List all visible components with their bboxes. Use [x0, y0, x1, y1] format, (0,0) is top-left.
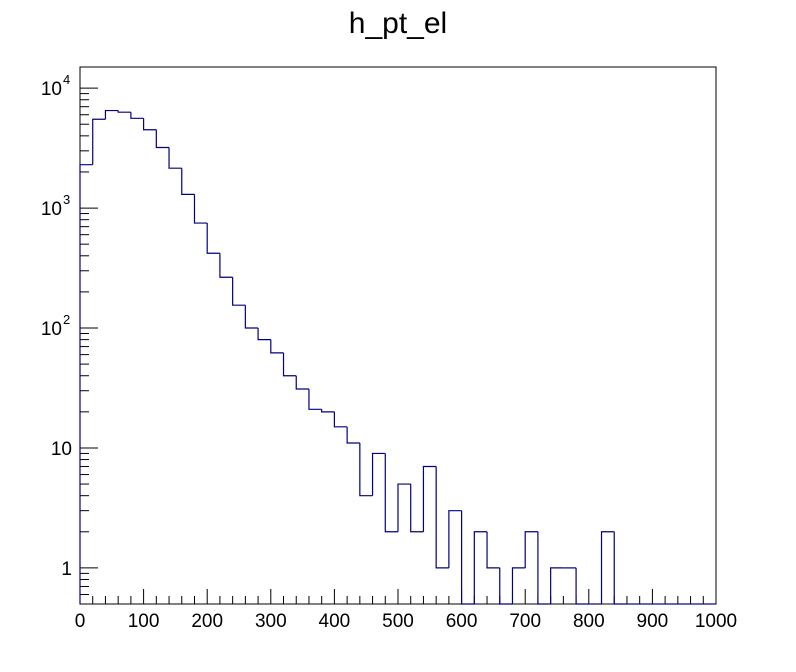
y-tick-label: 1	[61, 559, 72, 580]
histogram-bin	[550, 567, 564, 604]
y-tick-label: 10	[41, 79, 62, 100]
x-tick-label: 300	[255, 611, 287, 632]
histogram-bin	[168, 147, 182, 169]
histogram-bin	[333, 411, 348, 428]
y-tick-label: 10	[41, 319, 62, 340]
histogram-bin	[524, 531, 538, 568]
x-tick-label: 200	[191, 611, 223, 632]
histogram-bin	[511, 567, 526, 604]
histogram-bin	[130, 112, 144, 119]
x-tick-label: 100	[128, 611, 160, 632]
histogram-bin	[232, 277, 246, 306]
histogram-bin	[219, 253, 233, 278]
histogram-bin	[244, 305, 259, 329]
histogram-bin	[499, 567, 513, 605]
histogram-bin	[359, 442, 373, 497]
histogram-bin	[193, 194, 208, 224]
histogram-bin	[435, 466, 449, 569]
x-tick-label: 800	[573, 611, 605, 632]
histogram-bin	[206, 223, 220, 254]
histogram-bin	[346, 426, 360, 444]
histogram-bin	[155, 129, 170, 149]
y-tick-exponent: 3	[63, 192, 70, 207]
histogram-bin	[321, 409, 335, 413]
x-tick-label: 900	[637, 611, 669, 632]
x-tick-label: 400	[319, 611, 351, 632]
histogram-bin	[104, 109, 119, 120]
histogram-bin	[308, 389, 322, 410]
x-tick-label: 500	[382, 611, 414, 632]
histogram-bin	[613, 531, 627, 605]
histogram-bin	[79, 164, 93, 604]
y-tick-label: 10	[51, 439, 72, 460]
x-tick-label: 0	[75, 611, 86, 632]
histogram-bin	[371, 452, 386, 496]
histogram-bin	[600, 531, 615, 604]
histogram-bin	[575, 567, 589, 605]
x-tick-label: 700	[509, 611, 541, 632]
histogram-bin	[448, 510, 462, 568]
histogram-bin	[473, 531, 488, 604]
histogram-bin	[397, 483, 411, 532]
histogram-bin	[117, 110, 131, 113]
histogram-bin	[410, 484, 424, 533]
histogram-bin	[537, 531, 551, 605]
histogram-bin	[92, 118, 106, 165]
histogram-bin	[257, 328, 271, 341]
histogram-bin	[270, 339, 284, 354]
histogram-bin	[295, 375, 309, 390]
x-tick-label: 600	[446, 611, 478, 632]
y-tick-label: 10	[41, 199, 62, 220]
histogram-bin	[282, 352, 297, 377]
chart-title: h_pt_el	[349, 7, 447, 40]
histogram-bin	[461, 510, 475, 605]
histogram-bin	[384, 453, 398, 533]
histogram-bins	[79, 109, 716, 605]
x-tick-label: 1000	[695, 611, 737, 632]
histogram-bin	[181, 168, 195, 195]
histogram-bin	[422, 465, 437, 532]
histogram-bin	[486, 531, 500, 569]
y-tick-exponent: 2	[63, 312, 70, 327]
histogram-bin	[143, 118, 157, 131]
y-tick-exponent: 4	[63, 72, 70, 87]
